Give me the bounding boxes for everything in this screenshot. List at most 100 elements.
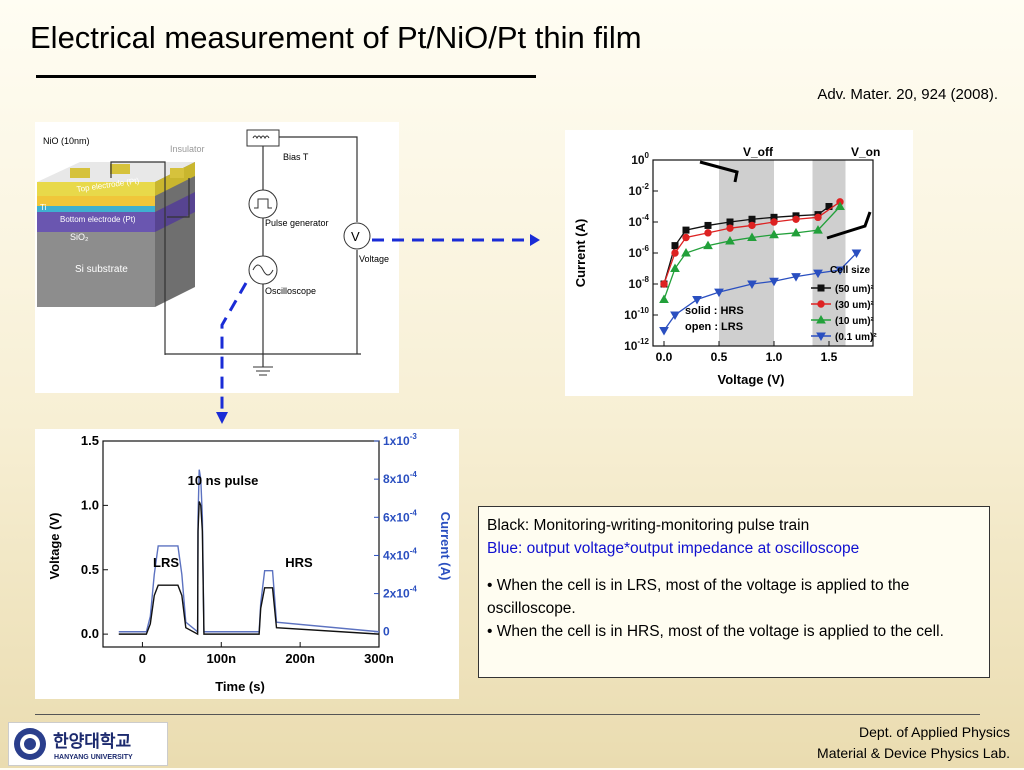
pulse-chart: 0 100n 200n 300n 0.0 0.5 1.0 1.5 0 2x10-4 4x10-4 6x… [35, 429, 459, 699]
iv-series-line [663, 206, 841, 300]
iv-data-point [714, 288, 724, 298]
v-on-arrow-icon [826, 211, 872, 240]
iv-series-line [663, 201, 841, 285]
pulse-y2label: Current (A) [438, 512, 453, 581]
y-tick-label: 100 [631, 151, 649, 167]
circuit-wire [263, 136, 358, 222]
iv-data-point [692, 296, 702, 305]
pulse-generator-icon [248, 189, 278, 219]
pulse-title: 10 ns pulse [188, 473, 259, 488]
current-trace [118, 469, 380, 634]
iv-data-point [671, 249, 679, 257]
y2-tick-label: 0 [383, 625, 390, 639]
iv-data-point [851, 249, 862, 259]
inductor-icon [252, 135, 270, 140]
sio2-layer [37, 212, 155, 232]
v-off-annotation: V_off [743, 145, 774, 159]
iv-data-point [813, 269, 823, 279]
iv-data-point [813, 225, 823, 234]
y2-tick-label: 8x10-4 [383, 470, 417, 486]
shaded-region [812, 160, 846, 346]
iv-data-point [747, 232, 757, 241]
x-tick-label: 100n [206, 651, 236, 666]
pulse-plot-frame [102, 440, 380, 648]
y-tick-label: 10-2 [629, 182, 650, 198]
iv-data-point [835, 201, 845, 210]
bottom-electrode-label: Bottom electrode (Pt) [60, 215, 136, 224]
y2-tick-label: 1x10-3 [383, 432, 417, 448]
y-tick-label: 10-10 [624, 306, 649, 322]
title-underline [36, 75, 536, 78]
electrode-pad [170, 168, 184, 178]
lrs-note: open : LRS [685, 321, 743, 333]
ti-label: Ti [40, 203, 47, 212]
pulse-generator-label: Pulse generator [265, 218, 329, 228]
pulse-xlabel: Time (s) [215, 679, 265, 694]
top-electrode-layer [37, 182, 155, 196]
y-tick-label: 10-4 [629, 213, 650, 229]
university-seal-icon: 한양대학교 HANYANG UNIVERSITY [14, 728, 133, 761]
legend-marker [816, 332, 826, 342]
iv-data-point [748, 215, 756, 223]
arrowhead-down-icon [216, 412, 228, 424]
iv-data-point [791, 227, 801, 237]
slide-title: Electrical measurement of Pt/NiO/Pt thin… [30, 20, 642, 55]
hrs-label: HRS [285, 555, 313, 570]
iv-data-point [791, 273, 801, 282]
legend-label: (30 um)² [835, 300, 875, 311]
iv-data-point [681, 247, 691, 257]
bias-t-label: Bias T [283, 152, 309, 162]
footer-rule [35, 714, 980, 715]
ti-layer [37, 206, 155, 212]
substrate-label: Si substrate [75, 264, 128, 275]
iv-data-point [703, 240, 713, 250]
iv-data-point [770, 218, 778, 226]
bias-t-box [246, 129, 280, 147]
iv-data-point [670, 263, 680, 272]
v-on-annotation: V_on [851, 145, 880, 159]
lrs-label: LRS [153, 555, 179, 570]
arrowhead-right-icon [530, 234, 540, 246]
iv-chart: 0.0 0.5 1.0 1.5 100 10-2 10-4 10-6 10-8 10-10 10-1… [565, 130, 913, 396]
iv-data-point [704, 229, 712, 237]
iv-data-point [748, 221, 756, 230]
legend-label: (0.1 um)² [835, 332, 877, 343]
electrode-pad [110, 164, 130, 174]
legend-label: (10 um)² [835, 316, 875, 327]
iv-xlabel: Voltage (V) [718, 372, 785, 387]
iv-data-point [726, 218, 734, 226]
voltage-trace [118, 501, 380, 636]
x-tick-label: 200n [285, 651, 315, 666]
shaded-region [719, 160, 774, 346]
oscilloscope-label: Oscilloscope [265, 286, 316, 296]
x-tick-label: 1.0 [766, 350, 783, 364]
iv-data-point [671, 242, 679, 250]
x-tick-label: 1.5 [821, 350, 838, 364]
legend-marker [816, 314, 826, 324]
x-tick-label: 300n [364, 651, 394, 666]
iv-data-point [769, 229, 779, 239]
iv-series-line [663, 205, 830, 285]
y-tick-label: 1.5 [81, 433, 99, 448]
university-logo: 한양대학교 HANYANG UNIVERSITY [8, 722, 168, 766]
iv-ylabel: Current (A) [573, 219, 588, 288]
notes-bullet-hrs: • When the cell is in HRS, most of the v… [487, 623, 944, 640]
insulator-label: Insulator [170, 144, 205, 154]
notes-box: Black: Monitoring-writing-monitoring pul… [478, 506, 990, 678]
iv-chart-svg: 0.0 0.5 1.0 1.5 100 10-2 10-4 10-6 10-8 10-10 10-1… [573, 145, 880, 387]
iv-data-point [682, 233, 690, 242]
nio-label: NiO (10nm) [43, 136, 90, 146]
iv-data-point [660, 280, 668, 288]
x-tick-label: 0.0 [656, 350, 673, 364]
iv-data-point [670, 311, 680, 321]
circuit-wire [110, 161, 361, 355]
department-info: Dept. of Applied Physics Material & Devi… [817, 722, 1010, 764]
device-schematic: NiO (10nm) Insulator Top electrode (Pt) … [35, 122, 399, 393]
substrate-layer [37, 232, 155, 307]
notes-line-blue: Blue: output voltage*output impedance at… [487, 540, 860, 557]
y-tick-label: 10-8 [629, 275, 650, 291]
notes-bullet-lrs: • When the cell is in LRS, most of the v… [487, 577, 910, 617]
y2-tick-label: 6x10-4 [383, 508, 417, 524]
citation: Adv. Mater. 20, 924 (2008). [817, 86, 998, 103]
